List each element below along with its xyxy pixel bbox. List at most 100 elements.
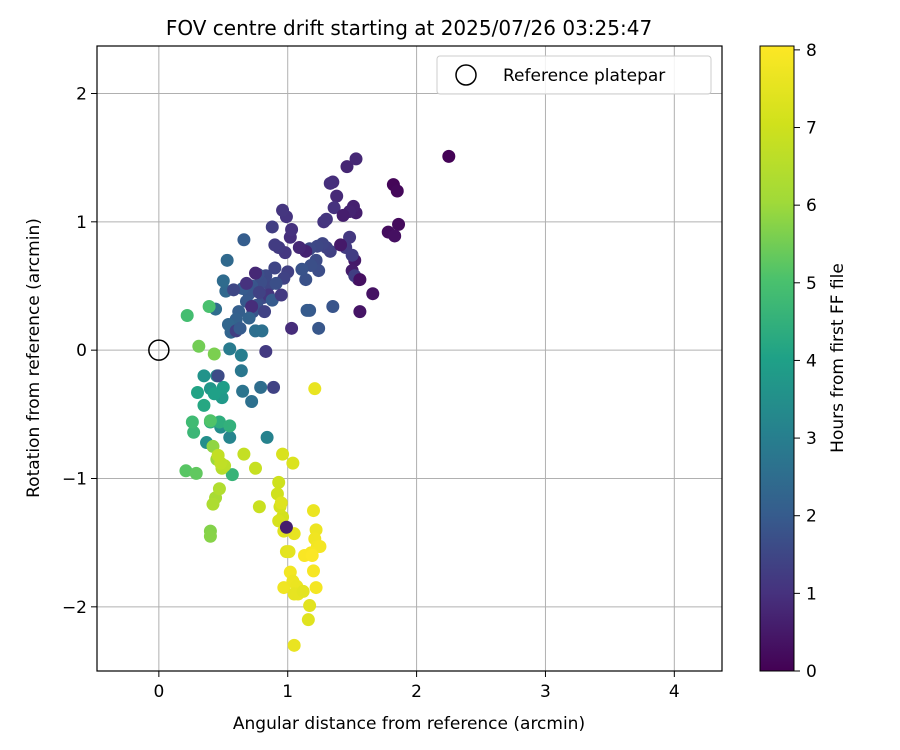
- data-point: [349, 152, 363, 166]
- colorbar-tick-label: 4: [806, 351, 817, 371]
- colorbar-tick-label: 0: [806, 662, 817, 682]
- data-point: [197, 398, 211, 412]
- data-point: [245, 300, 259, 314]
- data-point: [179, 464, 193, 478]
- data-point: [207, 347, 221, 361]
- data-point: [313, 540, 327, 554]
- data-point: [312, 321, 326, 335]
- y-axis-title: Rotation from reference (arcmin): [24, 218, 44, 498]
- data-point: [223, 419, 237, 433]
- colorbar-tick-label: 1: [806, 584, 817, 604]
- colorbar-tick-label: 8: [806, 41, 817, 61]
- data-point: [202, 300, 216, 314]
- data-point: [234, 348, 248, 362]
- data-point: [206, 497, 220, 511]
- x-tick-label: 4: [669, 682, 680, 702]
- data-point: [340, 160, 354, 174]
- reference-platepar-marker: [148, 339, 170, 361]
- x-tick-label: 2: [411, 682, 422, 702]
- plot-frame: [96, 45, 723, 672]
- data-point: [220, 253, 234, 267]
- data-point: [306, 564, 320, 578]
- data-point: [203, 414, 217, 428]
- data-point: [269, 276, 283, 290]
- data-point: [185, 415, 199, 429]
- data-point: [239, 276, 253, 290]
- data-point: [265, 220, 279, 234]
- data-point: [187, 425, 201, 439]
- grid-lines: [97, 46, 722, 671]
- data-point: [234, 364, 248, 378]
- data-point: [191, 386, 205, 400]
- colorbar-ticks: 0 1 2 3 4 5 6 7 8: [794, 41, 817, 682]
- data-point: [255, 324, 269, 338]
- data-point: [203, 529, 217, 543]
- data-point: [327, 201, 341, 215]
- colorbar-tick-label: 3: [806, 429, 817, 449]
- colorbar: 0 1 2 3 4 5 6 7 8 Hours from first FF file: [759, 41, 848, 682]
- y-tick-label: −2: [62, 598, 87, 618]
- x-axis-title: Angular distance from reference (arcmin): [233, 714, 585, 734]
- data-point: [180, 309, 194, 323]
- data-point: [236, 384, 250, 398]
- data-point: [249, 266, 263, 280]
- data-point: [306, 504, 320, 518]
- data-point: [258, 305, 272, 319]
- data-point: [330, 189, 344, 203]
- data-point: [211, 448, 225, 462]
- data-point: [259, 344, 273, 358]
- colorbar-tick-label: 2: [806, 507, 817, 527]
- data-point: [268, 261, 282, 275]
- data-point: [287, 638, 301, 652]
- data-point: [276, 203, 290, 217]
- data-point: [252, 500, 266, 514]
- data-point: [392, 217, 406, 231]
- data-point: [267, 380, 281, 394]
- x-tick-label: 3: [540, 682, 551, 702]
- data-point: [272, 475, 286, 489]
- data-point: [276, 447, 290, 461]
- data-point: [223, 342, 237, 356]
- data-point: [277, 581, 291, 595]
- data-point: [303, 599, 317, 613]
- colorbar-tick-label: 5: [806, 274, 817, 294]
- y-axis-ticks: −2 −1 0 1 2: [62, 84, 97, 618]
- data-point: [225, 468, 239, 482]
- data-points: [179, 149, 456, 652]
- data-point: [343, 230, 357, 244]
- data-point: [301, 613, 315, 627]
- y-tick-label: 0: [76, 341, 87, 361]
- data-point: [192, 339, 206, 353]
- x-axis-ticks: 0 1 2 3 4: [153, 671, 680, 702]
- data-point: [305, 548, 319, 562]
- colorbar-title: Hours from first FF file: [828, 263, 848, 453]
- data-point: [189, 466, 203, 480]
- data-point: [237, 233, 251, 247]
- data-point: [223, 430, 237, 444]
- data-point: [366, 287, 380, 301]
- data-point: [242, 311, 256, 325]
- data-point: [326, 300, 340, 314]
- data-point: [197, 369, 211, 383]
- data-point: [254, 380, 268, 394]
- data-point: [336, 208, 350, 222]
- data-point: [299, 273, 313, 287]
- legend-reference-marker-icon: [455, 64, 477, 86]
- data-point: [296, 584, 310, 598]
- data-point: [212, 482, 226, 496]
- data-point: [345, 248, 359, 262]
- data-point: [249, 461, 263, 475]
- data-point: [227, 283, 241, 297]
- data-point: [233, 321, 247, 335]
- data-point: [309, 581, 323, 595]
- data-point: [285, 223, 299, 237]
- legend-label-reference-platepar: Reference platepar: [503, 66, 665, 86]
- y-tick-label: 1: [76, 213, 87, 233]
- data-point: [295, 262, 309, 276]
- data-point: [279, 520, 293, 534]
- data-point: [216, 274, 230, 288]
- data-point: [285, 321, 299, 335]
- data-point: [207, 387, 221, 401]
- colorbar-gradient: [759, 45, 795, 672]
